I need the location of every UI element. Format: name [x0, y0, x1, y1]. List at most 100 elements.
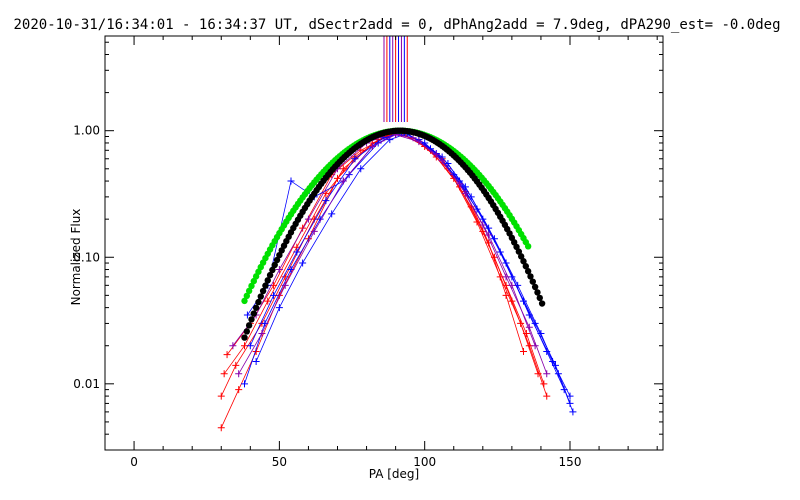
series-point	[543, 370, 551, 378]
plot-area	[217, 36, 577, 432]
series-point	[444, 160, 452, 168]
series-point	[502, 259, 510, 267]
series-point	[217, 392, 225, 400]
model-curve-point	[250, 310, 257, 317]
series-point	[540, 380, 548, 388]
model-curve-point	[534, 289, 541, 296]
model-curve-point	[264, 277, 271, 284]
series-point	[281, 281, 289, 289]
model-curve-point	[276, 251, 283, 259]
series-point	[566, 392, 574, 400]
series-line	[232, 133, 548, 374]
model-curve-point	[515, 248, 523, 255]
series-point	[351, 155, 359, 163]
series-point	[258, 329, 266, 337]
series-point	[299, 224, 307, 232]
series-point	[525, 323, 533, 331]
model-curve-point	[527, 273, 534, 280]
series-point	[229, 342, 237, 350]
model-curve-point	[529, 278, 536, 285]
model-curve-point	[522, 263, 530, 270]
series-point	[275, 304, 283, 312]
model-curve-point	[517, 253, 525, 260]
model-curve-point	[243, 328, 251, 335]
series-point	[299, 259, 307, 267]
series-line	[220, 133, 548, 397]
series-point	[287, 177, 295, 185]
model-curve-point	[538, 300, 546, 307]
series-point	[517, 319, 525, 327]
series-point	[223, 351, 231, 359]
series-point	[235, 386, 243, 394]
series-point	[456, 180, 464, 188]
series-point	[432, 150, 440, 158]
series-point	[520, 348, 527, 356]
y-axis-label: Normalized Flux	[69, 209, 83, 306]
series-point	[502, 273, 510, 281]
series-point	[304, 215, 312, 223]
model-curve-point	[255, 298, 262, 306]
model-curve-point	[243, 292, 251, 300]
series-point	[322, 197, 330, 205]
chart-title: 2020-10-31/16:34:01 - 16:34:37 UT, dSect…	[13, 17, 780, 33]
series-point	[525, 311, 533, 319]
model-curve-point	[248, 316, 255, 323]
series-point	[217, 424, 225, 432]
series-line	[244, 131, 574, 413]
series-point	[232, 361, 240, 369]
model-curve-point	[252, 304, 260, 311]
series-point	[235, 370, 243, 378]
model-curve-point	[257, 293, 264, 300]
series-line	[247, 133, 571, 404]
x-tick-label: 0	[130, 455, 138, 469]
model-curve-point	[245, 287, 253, 295]
series-point	[246, 342, 254, 350]
series-point	[543, 392, 551, 400]
y-tick-label: 0.10	[73, 250, 100, 264]
model-curve-point	[524, 243, 532, 250]
model-curve-point	[524, 268, 532, 275]
x-axis-label: PA [deg]	[369, 467, 419, 481]
series-point	[368, 143, 376, 151]
series-point	[339, 177, 347, 185]
series-point	[275, 266, 283, 274]
series-point	[479, 227, 487, 235]
plot-frame	[104, 35, 664, 451]
model-curve-point	[241, 334, 248, 341]
series-line	[255, 133, 571, 397]
series-point	[549, 358, 557, 366]
model-curve-point	[269, 266, 276, 274]
series-point	[508, 281, 516, 289]
series-line	[223, 131, 539, 375]
series-point	[270, 291, 278, 299]
model-curve-point	[271, 261, 278, 269]
axes: 0 50 100 150 0.01 0.10 1.00	[73, 36, 663, 469]
series-point	[522, 329, 530, 337]
model-curve-point	[536, 294, 543, 302]
y-tick-label: 1.00	[73, 124, 100, 138]
series-point	[334, 174, 341, 182]
model-curve-point	[248, 282, 255, 290]
model-curve-point	[273, 256, 281, 264]
series-point	[252, 358, 260, 366]
data-layer	[217, 36, 577, 432]
x-tick-label: 150	[559, 455, 582, 469]
model-curve-point	[520, 258, 527, 265]
series-point	[328, 210, 336, 218]
series-point	[264, 297, 272, 305]
series-point	[479, 221, 487, 229]
x-tick-label: 50	[272, 455, 287, 469]
series-point	[357, 165, 365, 173]
model-curve-point	[262, 282, 269, 289]
model-curve-point	[259, 287, 267, 295]
series-point	[220, 370, 228, 378]
model-curve-point	[245, 322, 253, 329]
model-curve-point	[241, 297, 248, 305]
series-point	[502, 291, 510, 299]
x-tick-label: 100	[413, 455, 436, 469]
series-point	[293, 248, 301, 256]
series-point	[566, 399, 574, 407]
model-curve-point	[531, 283, 539, 291]
model-curve-point	[266, 271, 274, 279]
